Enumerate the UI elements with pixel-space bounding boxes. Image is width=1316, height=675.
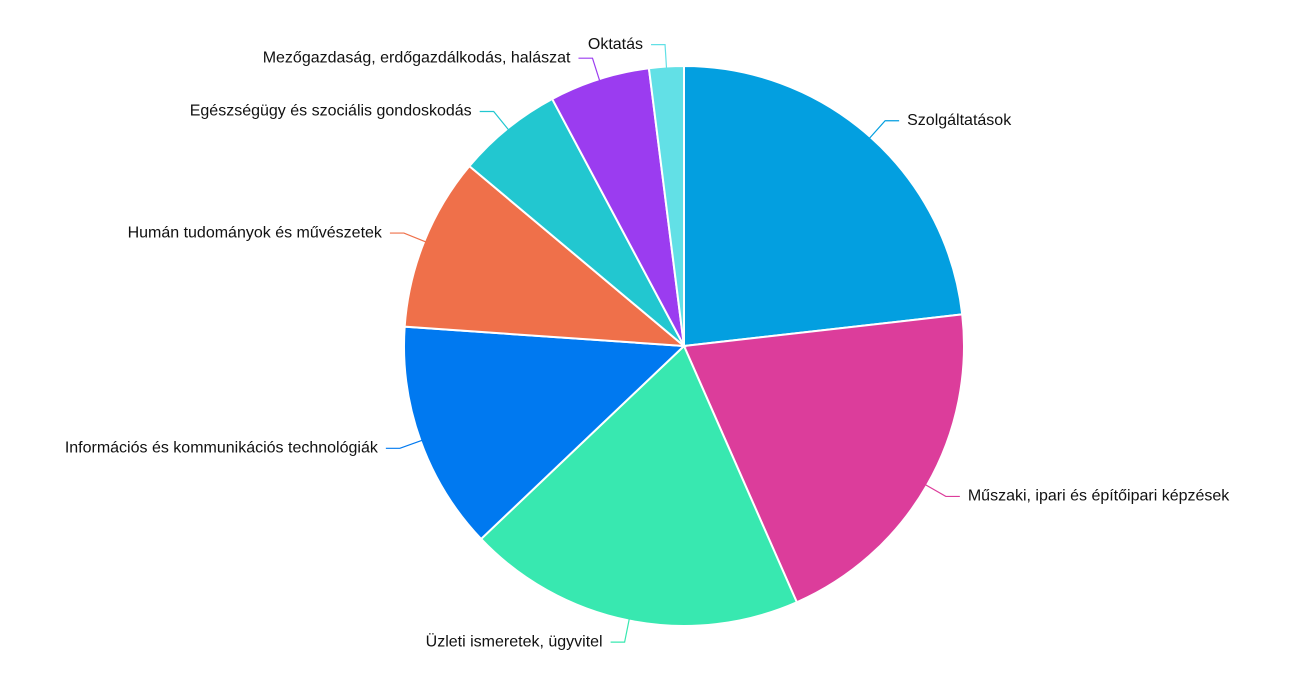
leader-line xyxy=(578,57,601,82)
slice-label: Oktatás xyxy=(588,36,643,53)
slice-label: Mezőgazdaság, erdőgazdálkodás, halászat xyxy=(263,49,571,66)
slice-label: Műszaki, ipari és építőipari képzések xyxy=(968,488,1230,505)
pie-slice xyxy=(683,64,964,348)
slice-label: Információs és kommunikációs technológiá… xyxy=(65,440,379,457)
leader-line xyxy=(385,439,423,449)
leader-line xyxy=(479,110,510,131)
leader-line xyxy=(389,232,427,243)
leader-line xyxy=(651,43,668,69)
slice-label: Humán tudományok és művészetek xyxy=(128,224,383,241)
leader-line xyxy=(610,618,630,643)
slice-label: Egészségügy és szociális gondoskodás xyxy=(190,103,472,120)
leader-line xyxy=(924,483,960,498)
slice-label: Üzleti ismeretek, ügyvitel xyxy=(426,632,603,650)
leader-line xyxy=(868,120,900,140)
slice-label: Szolgáltatások xyxy=(907,112,1012,129)
